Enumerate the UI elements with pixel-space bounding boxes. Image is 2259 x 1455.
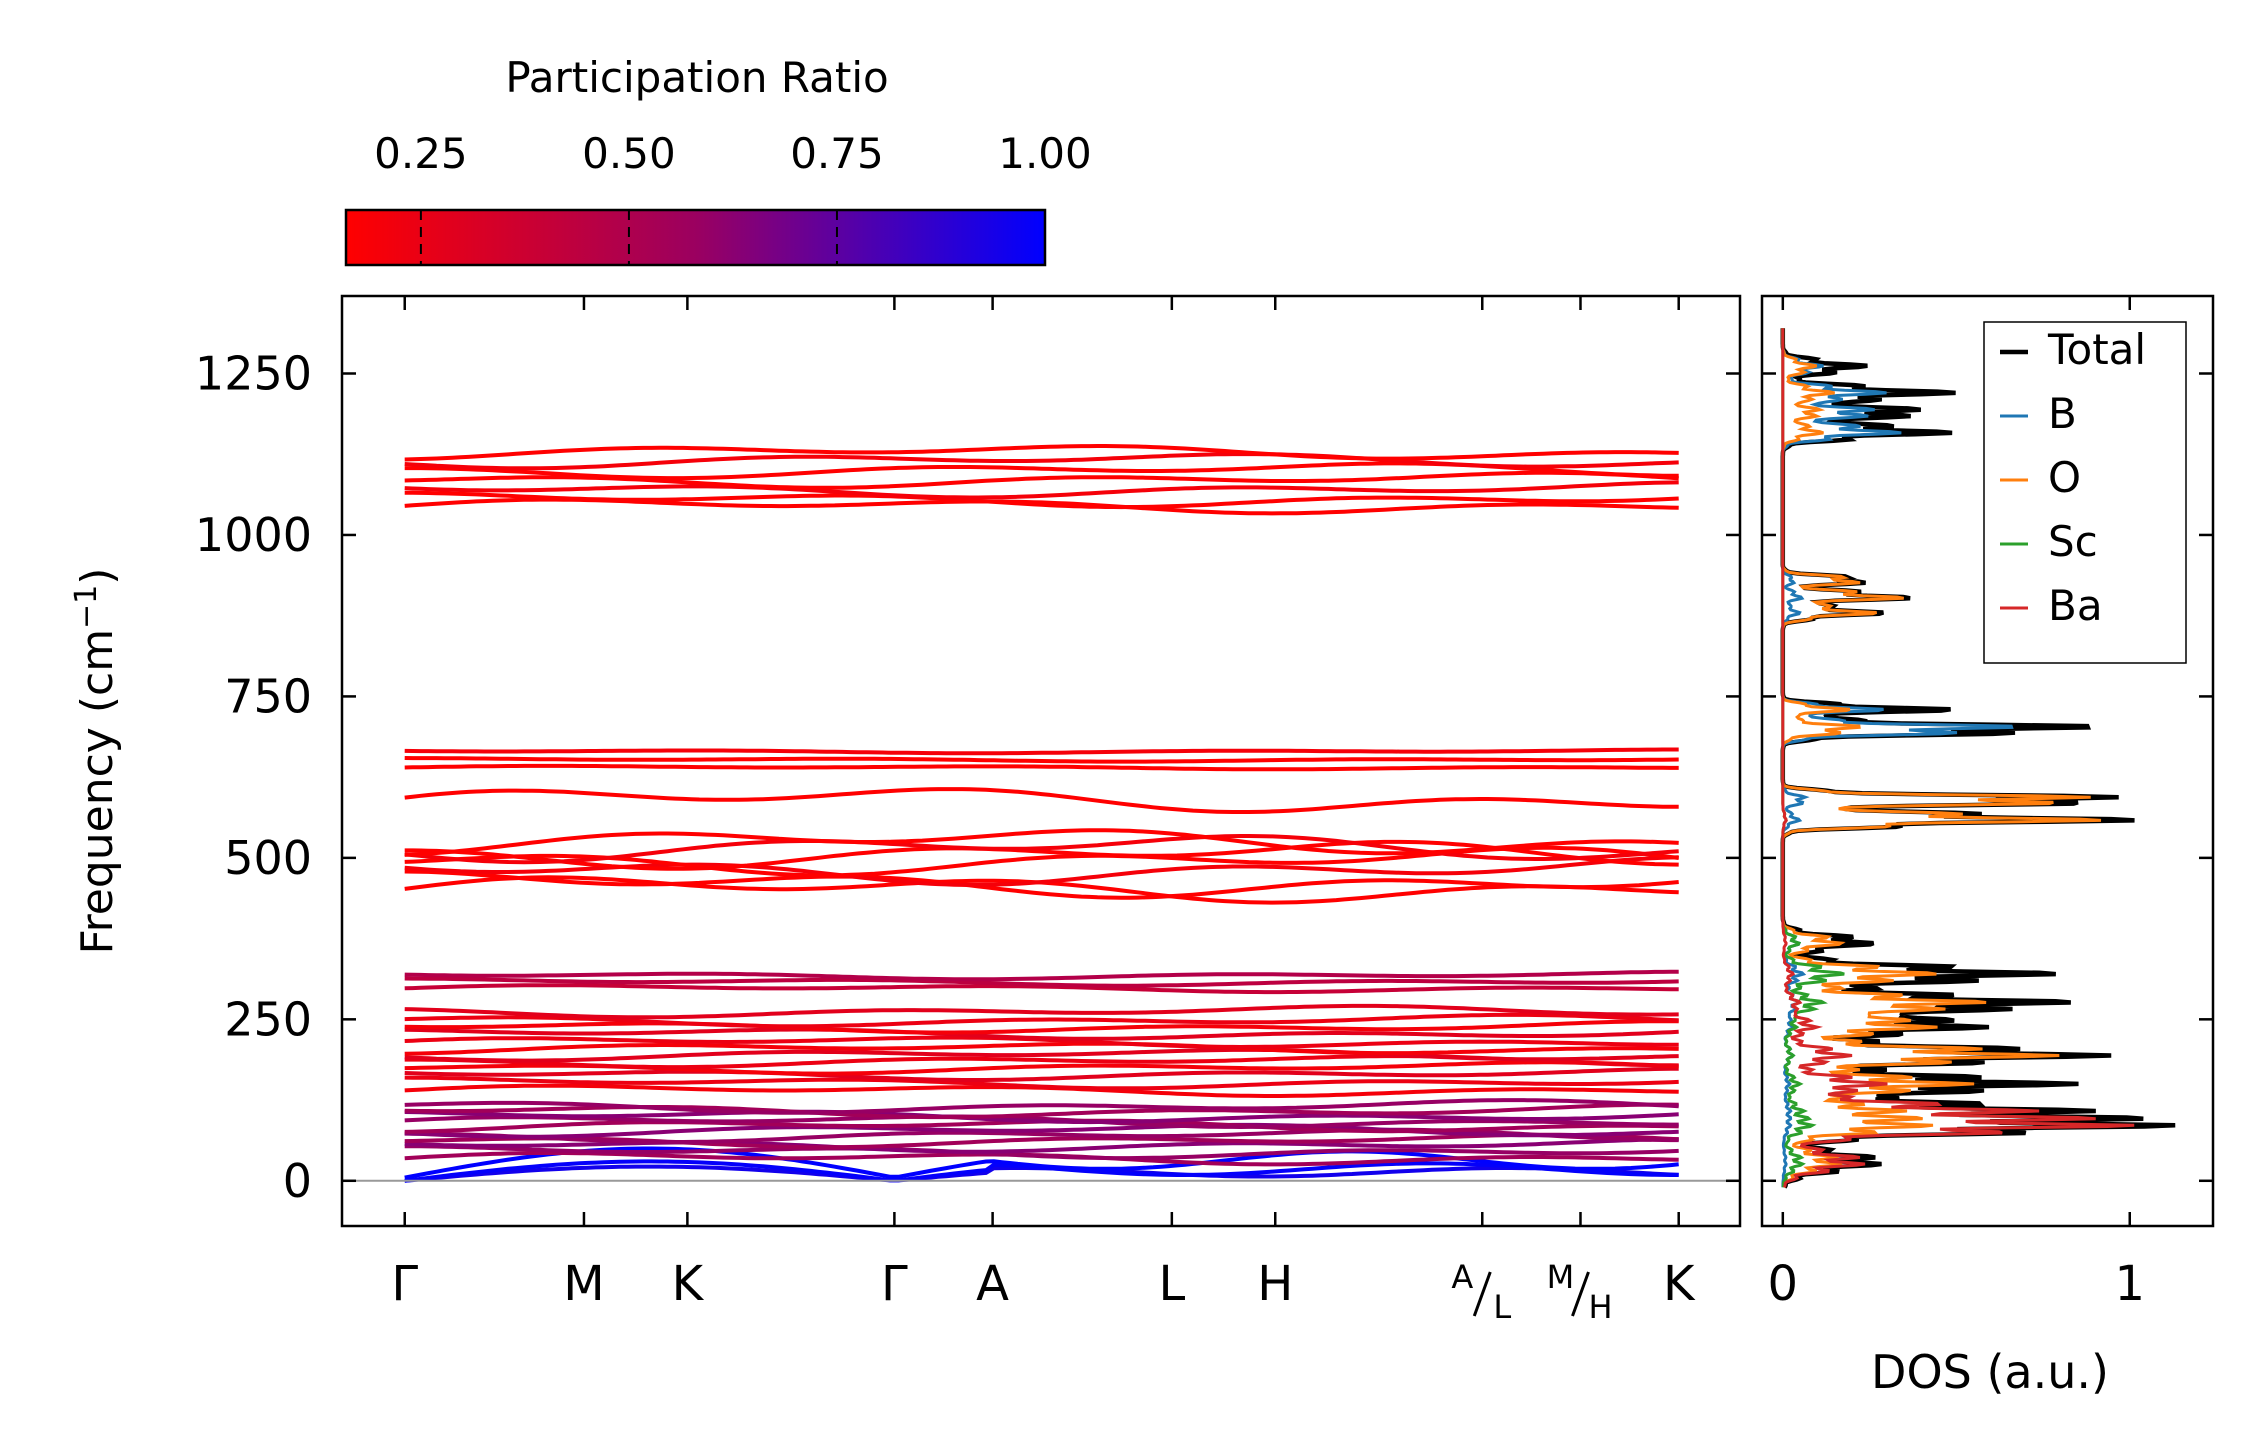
y-tick-label: 250 <box>224 992 312 1046</box>
band-line <box>404 747 1679 756</box>
legend-label-o: O <box>2048 453 2081 502</box>
dos-axes-frame <box>1760 294 2215 1228</box>
band-line <box>404 828 1679 857</box>
colorbar-tick-label: 1.00 <box>998 129 1092 178</box>
band-line <box>404 983 1679 995</box>
band-line <box>404 1137 1679 1154</box>
k-point-label-sub: H <box>1588 1288 1612 1326</box>
band-line <box>404 1003 1679 1020</box>
k-point-label: H <box>1257 1256 1293 1312</box>
k-point-label-slash <box>1472 1271 1492 1317</box>
band-line <box>404 490 1679 510</box>
k-point-label: K <box>1663 1256 1696 1312</box>
colorbar-tick-label: 0.25 <box>374 129 468 178</box>
k-point-label-sup: M <box>1547 1258 1575 1296</box>
band-line <box>404 1109 1679 1125</box>
band-line <box>404 787 1679 814</box>
k-point-label-compound: AL <box>1451 1258 1511 1326</box>
colorbar-gradient <box>344 208 1047 267</box>
band-line <box>404 1012 1679 1029</box>
band-line <box>404 1114 1679 1130</box>
y-tick-label: 1250 <box>195 347 312 401</box>
dos-x-tick-label: 0 <box>1768 1256 1799 1312</box>
band-line <box>404 444 1679 462</box>
legend-label-b: B <box>2048 389 2077 438</box>
k-point-label: A <box>976 1256 1009 1312</box>
y-tick-label: 750 <box>224 669 312 723</box>
band-line <box>404 1041 1679 1056</box>
legend-frame <box>1983 321 2187 664</box>
y-tick-label: 500 <box>224 831 312 885</box>
band-line <box>404 1144 1679 1161</box>
band-line <box>404 1047 1679 1063</box>
colorbar-label: Participation Ratio <box>505 53 888 102</box>
dos-legend: Total BO Sc Ba <box>1983 321 2187 664</box>
dos-x-axis-label: DOS (a.u.) <box>1871 1345 2109 1399</box>
band-line <box>404 763 1679 772</box>
band-axes-frame <box>340 294 1742 1228</box>
y-tick-label: 1000 <box>195 508 312 562</box>
band-line <box>404 869 1679 900</box>
k-point-label: M <box>563 1256 604 1312</box>
band-line <box>404 834 1679 865</box>
k-point-label-slash <box>1571 1271 1590 1317</box>
legend-label-sc: Sc <box>2048 517 2098 566</box>
colorbar-tick-label: 0.50 <box>582 129 676 178</box>
k-point-label-compound: MH <box>1547 1258 1613 1326</box>
k-point-label: K <box>672 1256 705 1312</box>
band-line <box>404 976 1679 988</box>
band-line <box>404 1066 1679 1082</box>
k-point-label: L <box>1158 1256 1185 1312</box>
k-point-label: Γ <box>881 1256 908 1312</box>
dos-line-ba <box>1781 328 2135 1189</box>
dos-x-tick-label: 1 <box>2114 1256 2145 1312</box>
band-line <box>404 1122 1679 1139</box>
band-line <box>404 1019 1679 1035</box>
band-line <box>404 1027 1679 1041</box>
band-line <box>404 480 1679 500</box>
band-line <box>404 756 1679 764</box>
band-line <box>404 839 1679 871</box>
colorbar: Participation Ratio 0.25 0.50 0.75 1.00 <box>344 53 1092 267</box>
y-axis-label: Frequency (cm−1) <box>69 568 123 955</box>
k-point-label-sub: L <box>1493 1288 1511 1326</box>
colorbar-tick-label: 0.75 <box>790 129 884 178</box>
band-line <box>404 1075 1679 1091</box>
band-line <box>404 451 1679 471</box>
legend-label-total: Total <box>2047 325 2146 374</box>
band-line <box>404 855 1679 887</box>
y-tick-label: 0 <box>283 1154 312 1208</box>
dos-panel: 0 1 DOS (a.u.) Total BO Sc Ba <box>1760 294 2215 1399</box>
k-point-label: Γ <box>391 1256 418 1312</box>
k-point-label-sup: A <box>1451 1258 1473 1296</box>
legend-label-ba: Ba <box>2048 581 2103 630</box>
band-line <box>404 1098 1679 1115</box>
band-line <box>404 969 1679 982</box>
